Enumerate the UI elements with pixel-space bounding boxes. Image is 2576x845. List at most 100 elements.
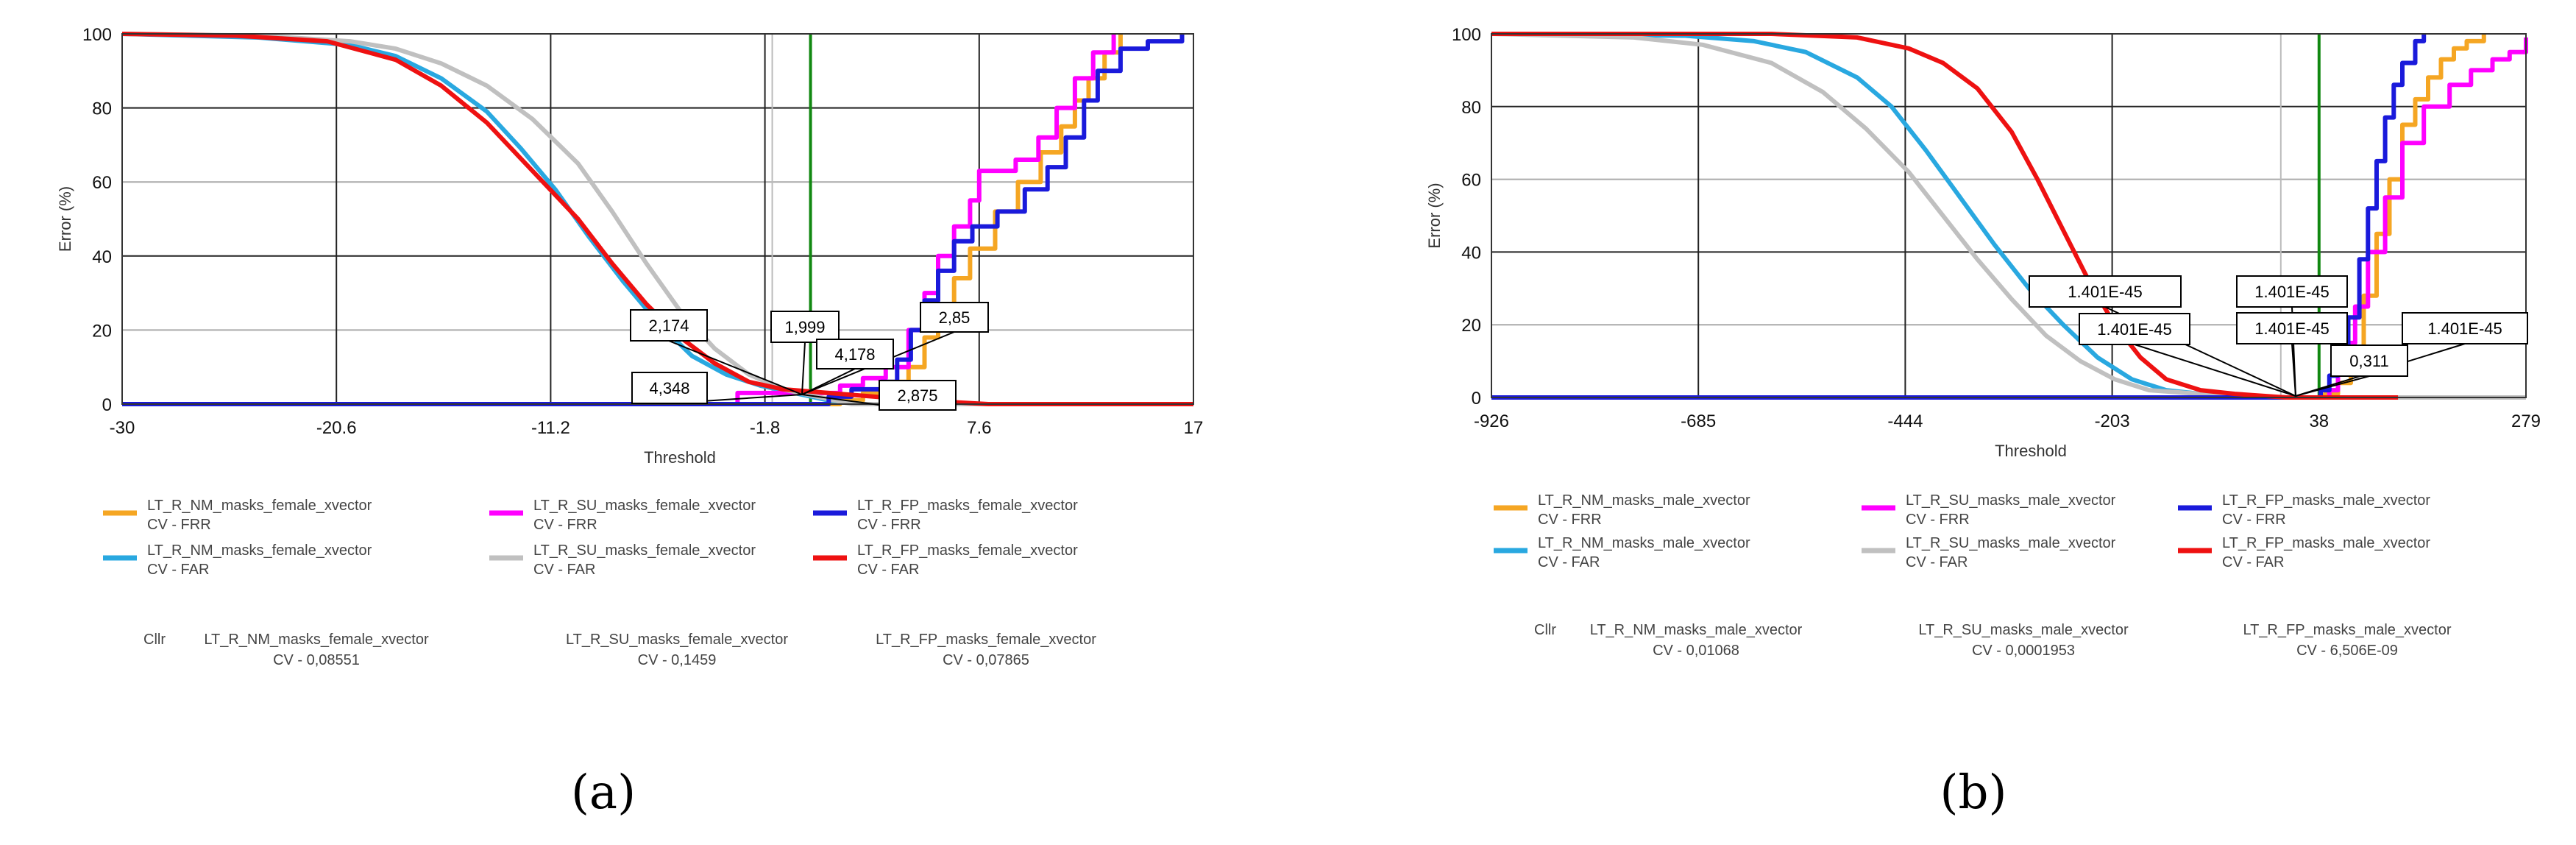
panel-caption: (b) — [1940, 766, 2007, 820]
legend-series-sub: CV - FRR — [533, 517, 597, 533]
cllr-name: LT_R_NM_masks_female_xvector — [204, 632, 429, 648]
annotation-box — [879, 380, 957, 411]
legend-series-sub: CV - FRR — [147, 517, 211, 533]
cllr-value: CV - 0,08551 — [273, 652, 360, 668]
annotation-leader — [801, 342, 806, 395]
annotation-label: 2,174 — [648, 317, 689, 335]
annotation-box — [630, 309, 708, 342]
series-line-6 — [1491, 32, 2399, 400]
cllr-label: Cllr — [1534, 622, 1556, 638]
annotation-box — [2402, 312, 2528, 344]
legend-series-name: LT_R_NM_masks_female_xvector — [147, 542, 372, 559]
annotation-label: 2,875 — [897, 386, 937, 405]
plot-area — [1491, 34, 2526, 397]
annotation-label: 4,178 — [834, 345, 875, 364]
cllr-value: CV - 0,07865 — [943, 652, 1029, 668]
plot-border — [1491, 33, 2527, 398]
y-tick-label: 40 — [92, 247, 112, 267]
x-tick-label: -685 — [1681, 411, 1716, 431]
legend-series-name: LT_R_FP_masks_female_xvector — [857, 542, 1078, 559]
legend-series-name: LT_R_SU_masks_female_xvector — [533, 498, 756, 514]
x-tick-label: -203 — [2095, 411, 2130, 431]
chart-a-svg: 2,174 1,999 4,348 2,875 2,85 4,178 0 20 40 60 80 10… — [56, 25, 1204, 820]
annotation-box — [770, 311, 840, 343]
annotation-box — [816, 339, 894, 370]
y-tick-label: 0 — [102, 395, 112, 415]
x-tick-label: 17 — [1184, 418, 1204, 438]
cllr-value: CV - 0,01068 — [1653, 643, 1739, 659]
y-tick-label: 80 — [1461, 98, 1481, 118]
annotation-label: 2,85 — [939, 308, 971, 327]
series-line-3 — [1491, 37, 2528, 400]
legend: LT_R_NM_masks_female_xvector CV - FRR LT_R… — [103, 498, 1078, 578]
cllr-value: CV - 6,506E-09 — [2296, 643, 2398, 659]
legend-series-name: LT_R_NM_masks_female_xvector — [147, 498, 372, 514]
cllr-name: LT_R_FP_masks_male_xvector — [2243, 622, 2451, 638]
series-group — [1491, 32, 2528, 400]
annotation-leader — [668, 340, 803, 395]
legend-series-name: LT_R_SU_masks_female_xvector — [533, 542, 756, 559]
annotation-box — [2330, 344, 2408, 377]
legend-series-name: LT_R_SU_masks_male_xvector — [1906, 535, 2116, 551]
x-tick-label: -926 — [1474, 411, 1509, 431]
annotation-label: 1.401E-45 — [2254, 319, 2330, 338]
chart-panel-a: 2,174 1,999 4,348 2,875 2,85 4,178 0 20 40 60 80 10… — [56, 25, 1204, 820]
legend-series-sub: CV - FRR — [1538, 512, 1602, 528]
y-axis-title: Error (%) — [1425, 183, 1444, 248]
x-tick-label: -444 — [1887, 411, 1923, 431]
legend-series-name: LT_R_SU_masks_male_xvector — [1906, 492, 2116, 509]
cllr-name: LT_R_FP_masks_female_xvector — [876, 632, 1096, 648]
cllr-name: LT_R_SU_masks_male_xvector — [1918, 622, 2129, 638]
y-tick-label: 60 — [92, 173, 112, 193]
x-tick-label: -1.8 — [750, 418, 780, 438]
annotation-box — [2079, 313, 2190, 345]
chart-b-svg: 1.401E-45 1.401E-45 1.401E-45 1.401E-45 1.40… — [1425, 25, 2541, 820]
x-axis-title: Threshold — [644, 448, 716, 467]
cllr-label: Cllr — [143, 632, 166, 648]
plot-area — [122, 34, 1193, 404]
legend: LT_R_NM_masks_male_xvector CV - FRR LT_R_S… — [1494, 492, 2430, 570]
legend-series-sub: CV - FAR — [533, 562, 595, 578]
legend-series-sub: CV - FRR — [857, 517, 921, 533]
cllr-value: CV - 0,1459 — [638, 652, 717, 668]
series-line-5 — [1491, 34, 2427, 400]
y-tick-label: 100 — [82, 25, 112, 45]
annotation-box — [2029, 275, 2182, 308]
legend-series-name: LT_R_FP_masks_male_xvector — [2222, 492, 2430, 509]
series-line-4 — [1491, 32, 2526, 400]
cllr-block: Cllr LT_R_NM_masks_female_xvector CV - 0,0… — [143, 632, 1096, 668]
y-tick-label: 0 — [1472, 389, 1481, 409]
annotation-box — [2236, 312, 2348, 344]
y-tick-label: 40 — [1461, 243, 1481, 263]
annotation-leader — [2295, 375, 2370, 397]
x-tick-label: 7.6 — [967, 418, 991, 438]
x-tick-label: 279 — [2511, 411, 2541, 431]
legend-series-sub: CV - FRR — [1906, 512, 1970, 528]
annotation-label: 0,311 — [2349, 352, 2388, 370]
x-tick-label: -30 — [110, 418, 135, 438]
legend-series-sub: CV - FAR — [1906, 554, 1968, 570]
annotation-label: 4,348 — [649, 379, 689, 397]
y-tick-label: 100 — [1452, 25, 1481, 45]
y-tick-label: 20 — [92, 321, 112, 341]
x-tick-label: -20.6 — [316, 418, 357, 438]
y-tick-label: 60 — [1461, 171, 1481, 191]
annotations: 1.401E-45 1.401E-45 1.401E-45 1.401E-45 1.40… — [2029, 275, 2528, 397]
x-axis-title: Threshold — [1995, 442, 2067, 460]
cllr-name: LT_R_SU_masks_female_xvector — [566, 632, 788, 648]
legend-series-name: LT_R_FP_masks_male_xvector — [2222, 535, 2430, 551]
annotation-label: 1.401E-45 — [2254, 283, 2330, 301]
annotations: 2,174 1,999 4,348 2,875 2,85 4,178 — [630, 302, 989, 411]
y-tick-label: 80 — [92, 99, 112, 119]
annotation-box — [2236, 275, 2348, 308]
annotation-leader — [2134, 344, 2296, 397]
legend-series-sub: CV - FAR — [857, 562, 919, 578]
annotation-label: 1.401E-45 — [2097, 320, 2172, 339]
annotation-label: 1.401E-45 — [2068, 283, 2143, 301]
y-axis-title: Error (%) — [56, 186, 74, 252]
chart-panel-b: 1.401E-45 1.401E-45 1.401E-45 1.401E-45 1.40… — [1288, 0, 2576, 845]
x-tick-label: 38 — [2309, 411, 2329, 431]
cllr-block: Cllr LT_R_NM_masks_male_xvector CV - 0,010… — [1534, 622, 2452, 659]
series-line-1 — [122, 34, 1123, 406]
annotation-leader — [2291, 343, 2296, 397]
